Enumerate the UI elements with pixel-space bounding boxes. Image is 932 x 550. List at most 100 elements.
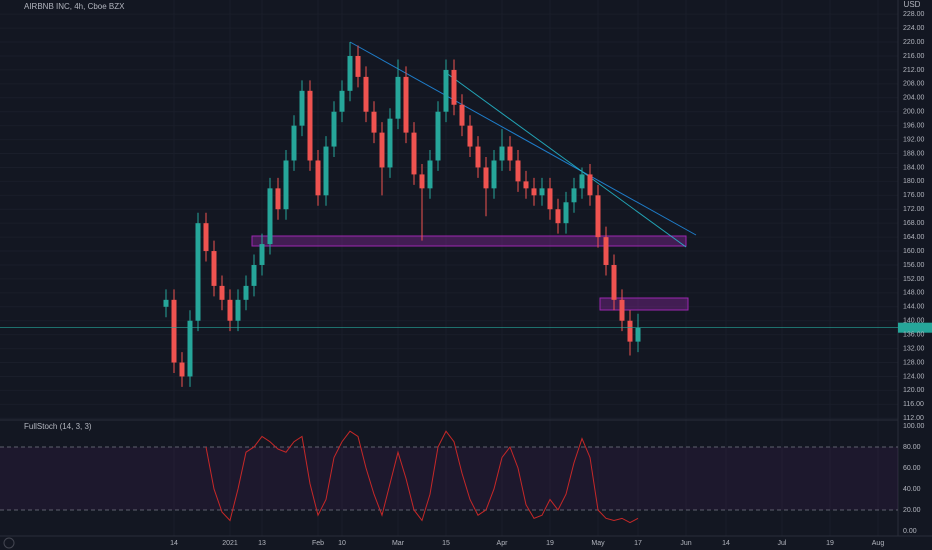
candle-body bbox=[451, 69, 457, 105]
y-tick-label: 116.00 bbox=[903, 401, 924, 408]
candle-body bbox=[611, 264, 617, 300]
candle-body bbox=[403, 76, 409, 133]
candle-body bbox=[267, 188, 273, 245]
x-tick-label: Feb bbox=[312, 540, 324, 547]
y-tick-label: 144.00 bbox=[903, 304, 925, 311]
candle-body bbox=[251, 264, 257, 286]
candle-body bbox=[627, 320, 633, 342]
candle-body bbox=[299, 90, 305, 126]
trend-line bbox=[349, 41, 697, 236]
x-tick-label: Aug bbox=[872, 540, 885, 547]
candle-body bbox=[427, 160, 433, 189]
candle-body bbox=[283, 160, 289, 210]
y-tick-label: 40.00 bbox=[903, 486, 921, 493]
x-tick-label: 2021 bbox=[222, 540, 238, 547]
y-tick-label: 20.00 bbox=[903, 507, 921, 514]
y-tick-label: 228.00 bbox=[903, 11, 925, 18]
candle-body bbox=[179, 362, 185, 377]
candle-body bbox=[307, 90, 313, 161]
y-tick-label: 176.00 bbox=[903, 192, 925, 199]
y-tick-label: 148.00 bbox=[903, 290, 925, 297]
currency-label: USD bbox=[904, 0, 921, 9]
candle-body bbox=[483, 167, 489, 189]
candle-body bbox=[555, 209, 561, 224]
y-tick-label: 0.00 bbox=[903, 528, 917, 535]
candle-body bbox=[419, 174, 425, 189]
candle-body bbox=[203, 223, 209, 252]
candle-body bbox=[539, 188, 545, 196]
x-tick-label: 19 bbox=[546, 540, 554, 547]
y-tick-label: 172.00 bbox=[903, 206, 925, 213]
y-tick-label: 128.00 bbox=[903, 359, 925, 366]
candle-body bbox=[587, 174, 593, 196]
x-tick-label: Apr bbox=[497, 540, 509, 547]
candle-body bbox=[603, 237, 609, 265]
candle-body bbox=[619, 299, 625, 321]
candle-body bbox=[211, 251, 217, 286]
candle-body bbox=[371, 111, 377, 133]
indicator-title: FullStoch (14, 3, 3) bbox=[24, 422, 92, 431]
y-tick-label: 164.00 bbox=[903, 234, 925, 241]
y-tick-label: 208.00 bbox=[903, 81, 925, 88]
candle-body bbox=[475, 146, 481, 168]
candle-body bbox=[227, 299, 233, 321]
y-tick-label: 160.00 bbox=[903, 248, 925, 255]
candle-body bbox=[499, 146, 505, 161]
x-tick-label: 14 bbox=[722, 540, 730, 547]
x-tick-label: 17 bbox=[634, 540, 642, 547]
candle-body bbox=[563, 202, 569, 224]
candle-body bbox=[171, 299, 177, 363]
candle-body bbox=[635, 327, 641, 342]
candle-body bbox=[347, 55, 353, 91]
candle-body bbox=[395, 76, 401, 119]
candle-body bbox=[531, 188, 537, 196]
candle-body bbox=[195, 223, 201, 321]
candle-body bbox=[323, 146, 329, 196]
x-tick-label: Jun bbox=[680, 540, 691, 547]
candle-body bbox=[547, 188, 553, 210]
candle-body bbox=[507, 146, 513, 161]
candle-body bbox=[443, 69, 449, 112]
y-tick-label: 120.00 bbox=[903, 387, 925, 394]
stoch-line bbox=[205, 430, 639, 524]
marks bbox=[0, 42, 932, 524]
y-tick-label: 220.00 bbox=[903, 39, 925, 46]
candle-body bbox=[291, 125, 297, 161]
candle-body bbox=[275, 188, 281, 210]
x-tick-label: Jul bbox=[778, 540, 787, 547]
y-tick-label: 224.00 bbox=[903, 25, 925, 32]
y-tick-label: 140.00 bbox=[903, 318, 925, 325]
y-tick-label: 216.00 bbox=[903, 53, 925, 60]
candle-body bbox=[579, 174, 585, 189]
candle-body bbox=[491, 160, 497, 189]
x-tick-label: May bbox=[591, 540, 605, 547]
trend-line bbox=[444, 71, 687, 248]
candle-body bbox=[339, 90, 345, 112]
candle-body bbox=[523, 181, 529, 189]
y-tick-label: 200.00 bbox=[903, 109, 925, 116]
symbol-title: AIRBNB INC, 4h, Cboe BZX bbox=[24, 2, 125, 11]
y-tick-label: 80.00 bbox=[903, 444, 921, 451]
y-tick-label: 156.00 bbox=[903, 262, 925, 269]
x-tick-label: 14 bbox=[170, 540, 178, 547]
y-tick-label: 204.00 bbox=[903, 95, 925, 102]
x-tick-label: 19 bbox=[826, 540, 834, 547]
y-tick-label: 124.00 bbox=[903, 373, 925, 380]
y-tick-label: 152.00 bbox=[903, 276, 925, 283]
y-tick-label: 180.00 bbox=[903, 178, 925, 185]
candle-body bbox=[315, 160, 321, 196]
band-fill bbox=[0, 446, 898, 510]
y-tick-label: 112.00 bbox=[903, 415, 924, 422]
x-tick-label: 13 bbox=[258, 540, 266, 547]
candle-body bbox=[411, 132, 417, 175]
x-tick-label: Mar bbox=[392, 540, 405, 547]
candle-body bbox=[235, 299, 241, 321]
y-tick-label: 132.00 bbox=[903, 345, 925, 352]
candle-body bbox=[459, 104, 465, 126]
x-tick-label: 15 bbox=[442, 540, 450, 547]
y-tick-label: 212.00 bbox=[903, 67, 925, 74]
candle-body bbox=[331, 111, 337, 147]
x-tick-label: 10 bbox=[338, 540, 346, 547]
